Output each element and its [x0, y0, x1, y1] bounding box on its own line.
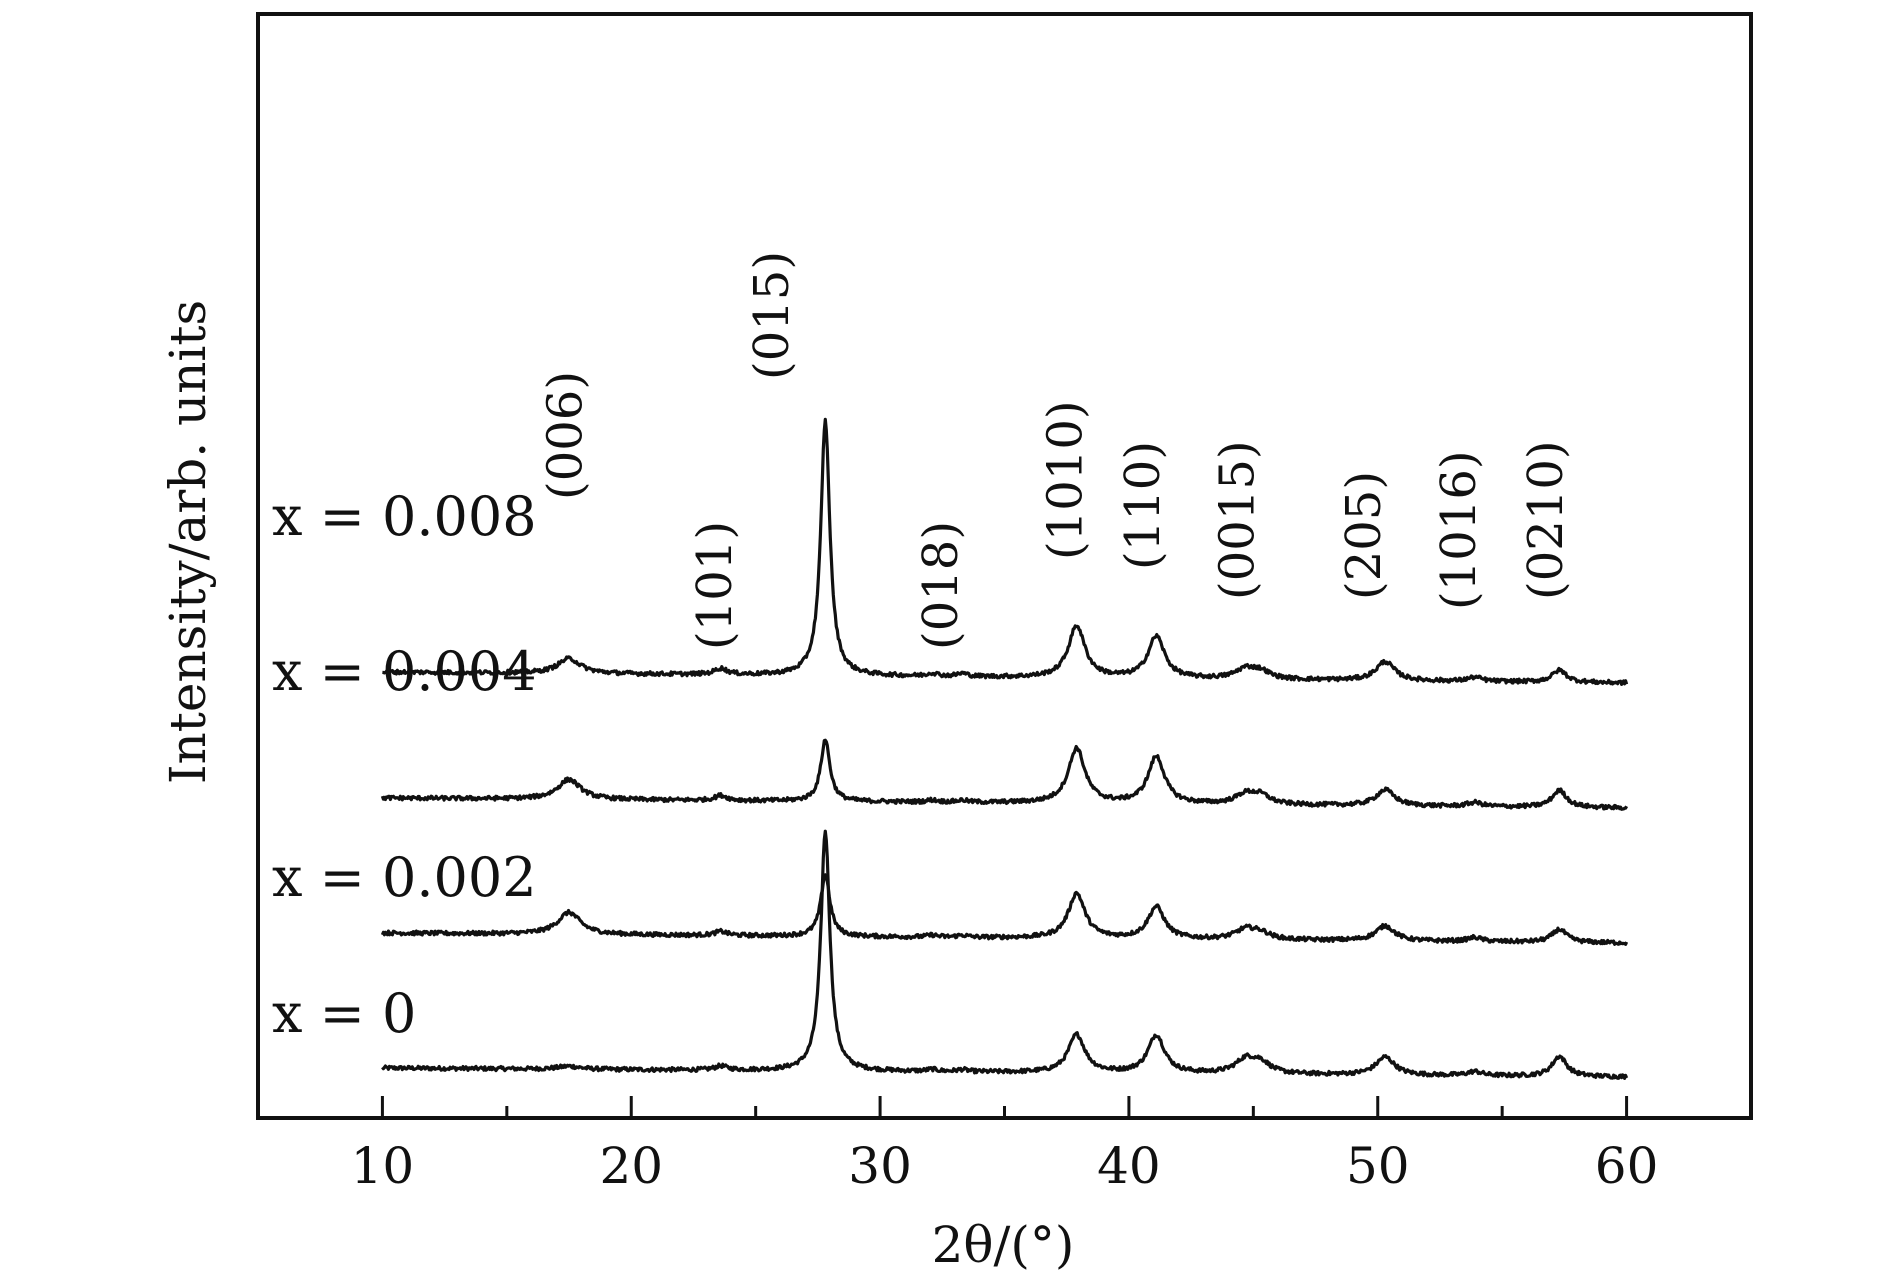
x-tick-label: 30	[848, 1137, 912, 1195]
x-tick-label: 20	[599, 1137, 663, 1195]
series-line	[380, 873, 1629, 946]
peak-label: (101)	[687, 521, 743, 650]
peak-label: (1010)	[1038, 400, 1094, 560]
peak-label: (0015)	[1209, 440, 1265, 600]
series-group	[380, 417, 1629, 1080]
peak-label: (018)	[913, 521, 969, 650]
y-axis-title: Intensity/arb. units	[159, 300, 217, 784]
series-label: x = 0	[272, 982, 416, 1045]
series-line	[381, 829, 1629, 1080]
peak-label: (1016)	[1431, 450, 1487, 610]
peak-label: (006)	[538, 371, 594, 500]
peak-label: (205)	[1336, 471, 1392, 600]
x-axis-tick-labels: 10 20 30 40 50 60	[351, 1137, 1659, 1195]
series-line	[380, 738, 1629, 811]
series-label: x = 0.008	[272, 485, 537, 548]
peak-label: (110)	[1115, 441, 1171, 570]
x-tick-label: 10	[351, 1137, 415, 1195]
x-axis-title: 2θ/(°)	[932, 1216, 1075, 1274]
series-line	[381, 417, 1629, 686]
peak-label: (0210)	[1518, 440, 1574, 600]
x-tick-label: 40	[1097, 1137, 1161, 1195]
series-label: x = 0.004	[272, 640, 537, 703]
x-axis-ticks	[380, 1096, 1629, 1118]
x-tick-label: 50	[1346, 1137, 1410, 1195]
x-tick-label: 60	[1595, 1137, 1659, 1195]
series-labels: x = 0 x = 0.002 x = 0.004 x = 0.008	[272, 485, 537, 1045]
peak-label: (015)	[744, 251, 800, 380]
series-label: x = 0.002	[272, 846, 537, 909]
peak-annotations: (006) (101) (015) (018) (1010) (110) (0015) (20…	[538, 251, 1574, 650]
